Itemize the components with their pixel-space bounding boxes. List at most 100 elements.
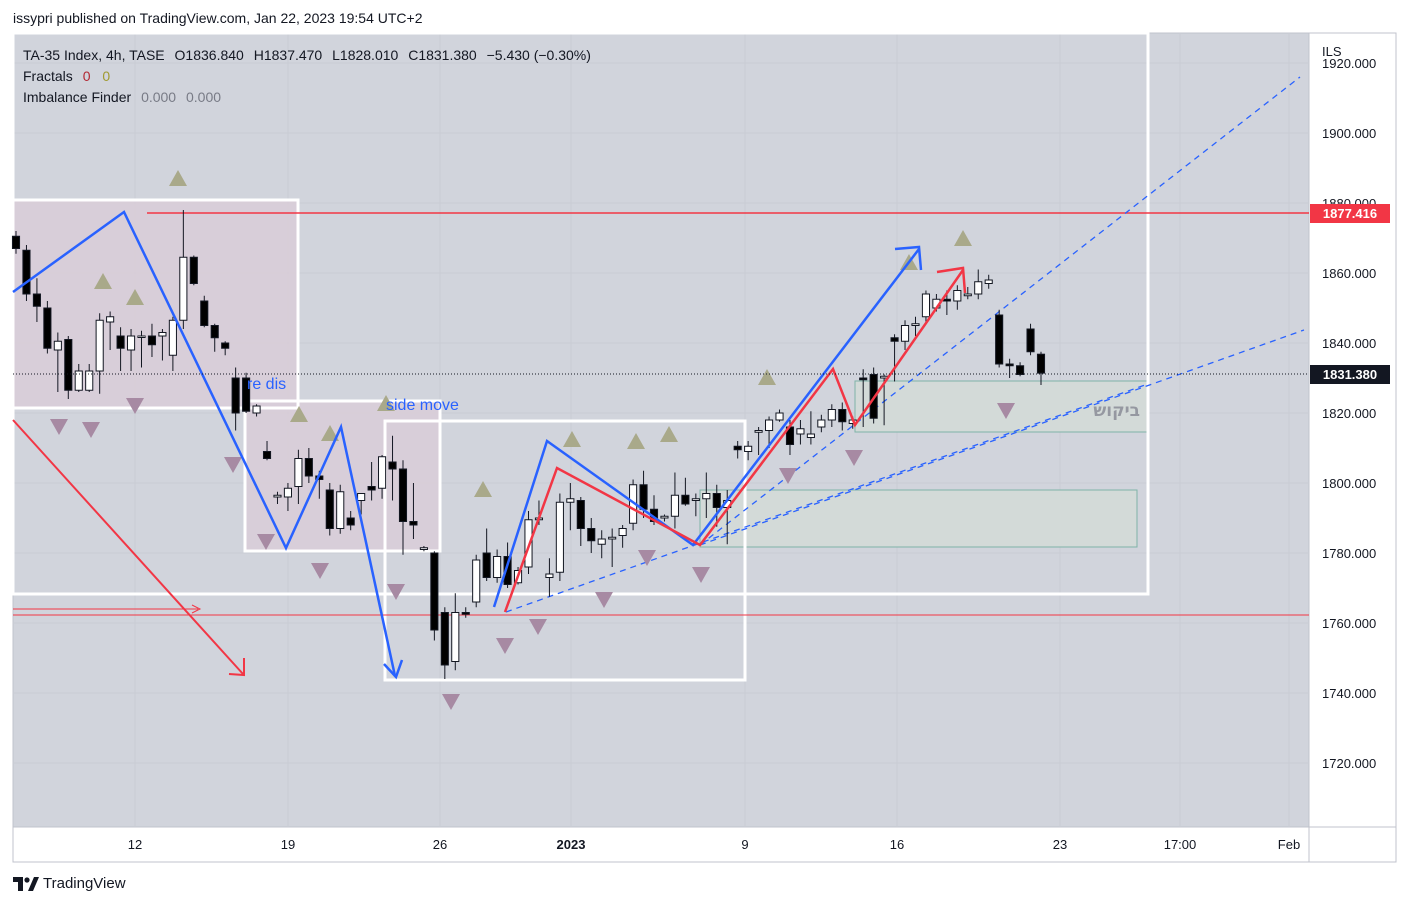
candle[interactable] bbox=[283, 483, 292, 511]
candle[interactable] bbox=[367, 462, 376, 501]
candle[interactable] bbox=[231, 367, 240, 431]
candle[interactable] bbox=[398, 460, 408, 555]
legend-imbalance-row[interactable]: Imbalance Finder 0.000 0.000 bbox=[23, 87, 591, 108]
candle[interactable] bbox=[273, 491, 282, 504]
candle[interactable] bbox=[95, 313, 104, 394]
candle[interactable] bbox=[545, 558, 554, 597]
candle[interactable] bbox=[262, 441, 272, 461]
candle[interactable] bbox=[378, 455, 387, 499]
candle[interactable] bbox=[74, 364, 83, 392]
candle[interactable] bbox=[116, 327, 125, 371]
candle[interactable] bbox=[712, 484, 721, 527]
candle[interactable] bbox=[179, 210, 188, 329]
candle[interactable] bbox=[1016, 362, 1025, 377]
candle[interactable] bbox=[242, 372, 251, 413]
candle[interactable] bbox=[827, 404, 836, 427]
candle-body bbox=[608, 536, 617, 540]
candle[interactable] bbox=[817, 414, 826, 433]
candle[interactable] bbox=[911, 316, 920, 336]
candle[interactable] bbox=[838, 402, 847, 431]
candle[interactable] bbox=[796, 420, 805, 445]
candle[interactable] bbox=[325, 483, 334, 536]
candle[interactable] bbox=[608, 528, 617, 568]
candle[interactable] bbox=[754, 427, 763, 455]
candle[interactable] bbox=[587, 518, 596, 553]
candle[interactable] bbox=[85, 364, 94, 392]
candle[interactable] bbox=[733, 441, 742, 459]
candle[interactable] bbox=[64, 336, 73, 399]
candle[interactable] bbox=[660, 514, 669, 522]
candle-body bbox=[942, 298, 951, 302]
candle[interactable] bbox=[806, 411, 815, 445]
candle[interactable] bbox=[995, 309, 1004, 368]
candle[interactable] bbox=[921, 290, 931, 324]
candle[interactable] bbox=[252, 404, 261, 417]
candle[interactable] bbox=[974, 269, 983, 300]
candle[interactable] bbox=[294, 449, 303, 504]
fractal-up-marker bbox=[126, 289, 144, 305]
candle[interactable] bbox=[388, 435, 397, 501]
footer-brand[interactable]: TradingView bbox=[43, 875, 126, 892]
candle[interactable] bbox=[419, 546, 428, 552]
candle[interactable] bbox=[953, 285, 962, 310]
candle[interactable] bbox=[618, 525, 627, 548]
candle[interactable] bbox=[482, 528, 491, 582]
candle[interactable] bbox=[890, 334, 899, 382]
candle[interactable] bbox=[555, 493, 564, 582]
fractal-up-marker bbox=[474, 481, 492, 497]
candle[interactable] bbox=[357, 493, 366, 515]
candle[interactable] bbox=[1005, 358, 1014, 378]
candle[interactable] bbox=[702, 472, 711, 519]
candle[interactable] bbox=[200, 295, 209, 328]
candle[interactable] bbox=[576, 497, 585, 546]
candle[interactable] bbox=[681, 477, 690, 506]
price-scale[interactable] bbox=[1309, 33, 1396, 827]
candle[interactable] bbox=[336, 484, 345, 534]
candle[interactable] bbox=[963, 287, 972, 300]
candle[interactable] bbox=[859, 369, 868, 427]
legend-fractals-row[interactable]: Fractals 0 0 bbox=[23, 66, 591, 87]
candle[interactable] bbox=[691, 493, 700, 517]
candle[interactable] bbox=[566, 483, 575, 531]
candle[interactable] bbox=[168, 316, 177, 371]
candle[interactable] bbox=[409, 483, 418, 539]
candle[interactable] bbox=[493, 549, 502, 583]
candle[interactable] bbox=[126, 329, 136, 371]
candle[interactable] bbox=[147, 323, 157, 357]
candle[interactable] bbox=[451, 593, 460, 671]
candle[interactable] bbox=[221, 341, 230, 356]
candle[interactable] bbox=[775, 409, 784, 422]
fractal-up-marker bbox=[169, 170, 187, 186]
candle[interactable] bbox=[137, 330, 146, 368]
candle[interactable] bbox=[430, 551, 439, 641]
time-scale[interactable] bbox=[13, 827, 1396, 862]
candle[interactable] bbox=[1026, 323, 1035, 356]
candle[interactable] bbox=[440, 607, 449, 679]
fractals-label[interactable]: Fractals bbox=[23, 68, 73, 84]
candle[interactable] bbox=[43, 301, 52, 354]
x-tick-label: Feb bbox=[1278, 837, 1300, 852]
candle[interactable] bbox=[158, 329, 167, 361]
candle[interactable] bbox=[765, 416, 774, 449]
candle[interactable] bbox=[32, 278, 41, 322]
candle[interactable] bbox=[346, 511, 355, 531]
candle[interactable] bbox=[670, 472, 679, 529]
candle[interactable] bbox=[900, 320, 910, 350]
candle[interactable] bbox=[189, 255, 198, 286]
imbalance-label[interactable]: Imbalance Finder bbox=[23, 89, 132, 105]
candle[interactable] bbox=[106, 311, 115, 351]
candle[interactable] bbox=[744, 441, 753, 461]
candle[interactable] bbox=[22, 245, 31, 301]
candle[interactable] bbox=[597, 530, 606, 559]
candle[interactable] bbox=[984, 274, 993, 289]
candle[interactable] bbox=[472, 554, 481, 608]
candle-body bbox=[409, 521, 418, 526]
candle[interactable] bbox=[1036, 351, 1046, 385]
footer[interactable]: TradingView bbox=[13, 875, 126, 892]
candle[interactable] bbox=[461, 607, 470, 618]
candle[interactable] bbox=[210, 323, 219, 352]
candle[interactable] bbox=[53, 332, 62, 393]
candle[interactable] bbox=[304, 448, 313, 483]
candle[interactable] bbox=[11, 231, 21, 254]
